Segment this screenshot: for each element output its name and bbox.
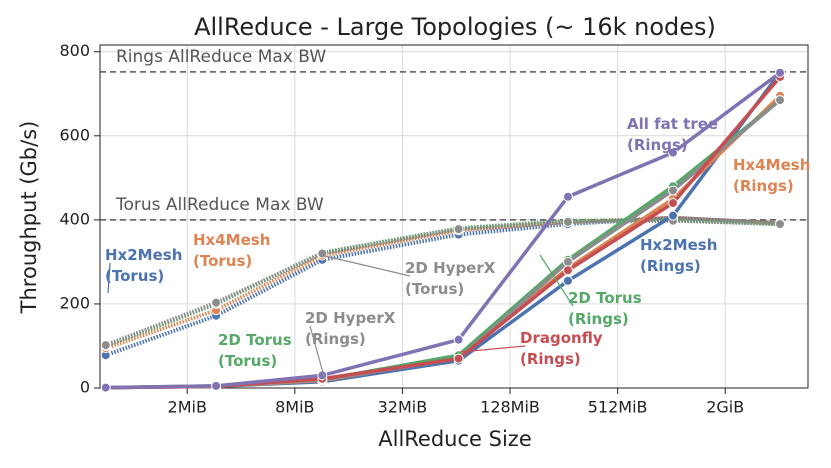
y-tick-label: 600 <box>59 125 90 144</box>
annotation-leader <box>309 325 326 381</box>
annotation-line: 2D Torus <box>218 331 292 349</box>
plot-frame <box>99 44 809 389</box>
annotation-line: 2D Torus <box>568 289 642 307</box>
annotation-leader <box>459 345 526 353</box>
data-point <box>775 95 786 106</box>
annotation-line: (Rings) <box>627 136 688 154</box>
annotation-line: (Torus) <box>105 267 164 285</box>
data-point <box>562 275 573 286</box>
data-point <box>562 265 573 276</box>
data-point <box>100 382 111 393</box>
x-tick-label: 2MiB <box>168 398 207 417</box>
series-annotation: 2D HyperX (Torus) <box>405 259 496 298</box>
data-point <box>667 198 678 209</box>
data-point <box>562 256 573 267</box>
y-axis-label: Throughput (Gb/s) <box>17 121 41 315</box>
annotation-line: (Torus) <box>405 280 464 298</box>
data-point <box>453 334 464 345</box>
y-tick-label: 400 <box>59 209 90 228</box>
annotation-line: (Rings) <box>568 310 629 328</box>
chart-title: AllReduce - Large Topologies (~ 16k node… <box>194 13 716 41</box>
annotation-line: All fat tree <box>627 115 718 133</box>
reference-label: Torus AllReduce Max BW <box>115 195 324 215</box>
reference-label: Rings AllReduce Max BW <box>116 47 326 67</box>
annotation-leader <box>539 254 574 307</box>
data-point <box>317 248 328 259</box>
y-tick-label: 0 <box>80 378 90 397</box>
data-point <box>100 340 111 351</box>
series-annotation: Dragonfly (Rings) <box>520 329 603 368</box>
annotation-line: Hx2Mesh <box>640 236 717 254</box>
data-point <box>667 147 678 158</box>
annotation-line: 2D HyperX <box>305 309 396 327</box>
annotation-line: Dragonfly <box>520 329 603 347</box>
y-tick-label: 800 <box>59 41 90 60</box>
y-tick-label: 200 <box>59 293 90 312</box>
annotation-line: 2D HyperX <box>405 259 496 277</box>
annotation-line: Hx2Mesh <box>105 246 182 264</box>
x-axis-label: AllReduce Size <box>378 427 532 451</box>
x-tick-label: 512MiB <box>588 398 648 417</box>
data-point <box>667 185 678 196</box>
annotation-leader <box>324 255 411 277</box>
annotation-line: (Rings) <box>520 350 581 368</box>
data-point <box>211 297 222 308</box>
data-point <box>562 191 573 202</box>
series-annotation: Hx4Mesh (Torus) <box>193 231 270 270</box>
series-annotation: 2D HyperX (Rings) <box>305 309 396 348</box>
data-point <box>667 210 678 221</box>
series-annotation: 2D Torus (Torus) <box>218 331 292 370</box>
series-annotation: All fat tree (Rings) <box>627 115 718 154</box>
annotation-line: (Torus) <box>193 252 252 270</box>
series-annotation: Hx2Mesh (Rings) <box>640 236 717 275</box>
x-tick-label: 8MiB <box>275 398 314 417</box>
x-tick-label: 2GiB <box>706 398 744 417</box>
annotation-line: (Rings) <box>640 257 701 275</box>
series-annotation: Hx4Mesh (Rings) <box>733 156 810 195</box>
data-point <box>211 380 222 391</box>
annotation-line: (Rings) <box>305 330 366 348</box>
x-tick-label: 32MiB <box>378 398 428 417</box>
annotation-leader <box>107 262 111 294</box>
annotation-line: Hx4Mesh <box>193 231 270 249</box>
data-point <box>453 224 464 235</box>
data-point <box>775 219 786 230</box>
series-annotation: Hx2Mesh (Torus) <box>105 246 182 285</box>
x-tick-label: 128MiB <box>480 398 540 417</box>
annotation-line: (Rings) <box>733 177 794 195</box>
plot-area <box>100 45 808 388</box>
annotation-line: (Torus) <box>218 352 277 370</box>
data-point <box>562 216 573 227</box>
series-annotation: 2D Torus (Rings) <box>568 289 642 328</box>
annotation-line: Hx4Mesh <box>733 156 810 174</box>
data-point <box>775 67 786 78</box>
data-point <box>453 353 464 364</box>
